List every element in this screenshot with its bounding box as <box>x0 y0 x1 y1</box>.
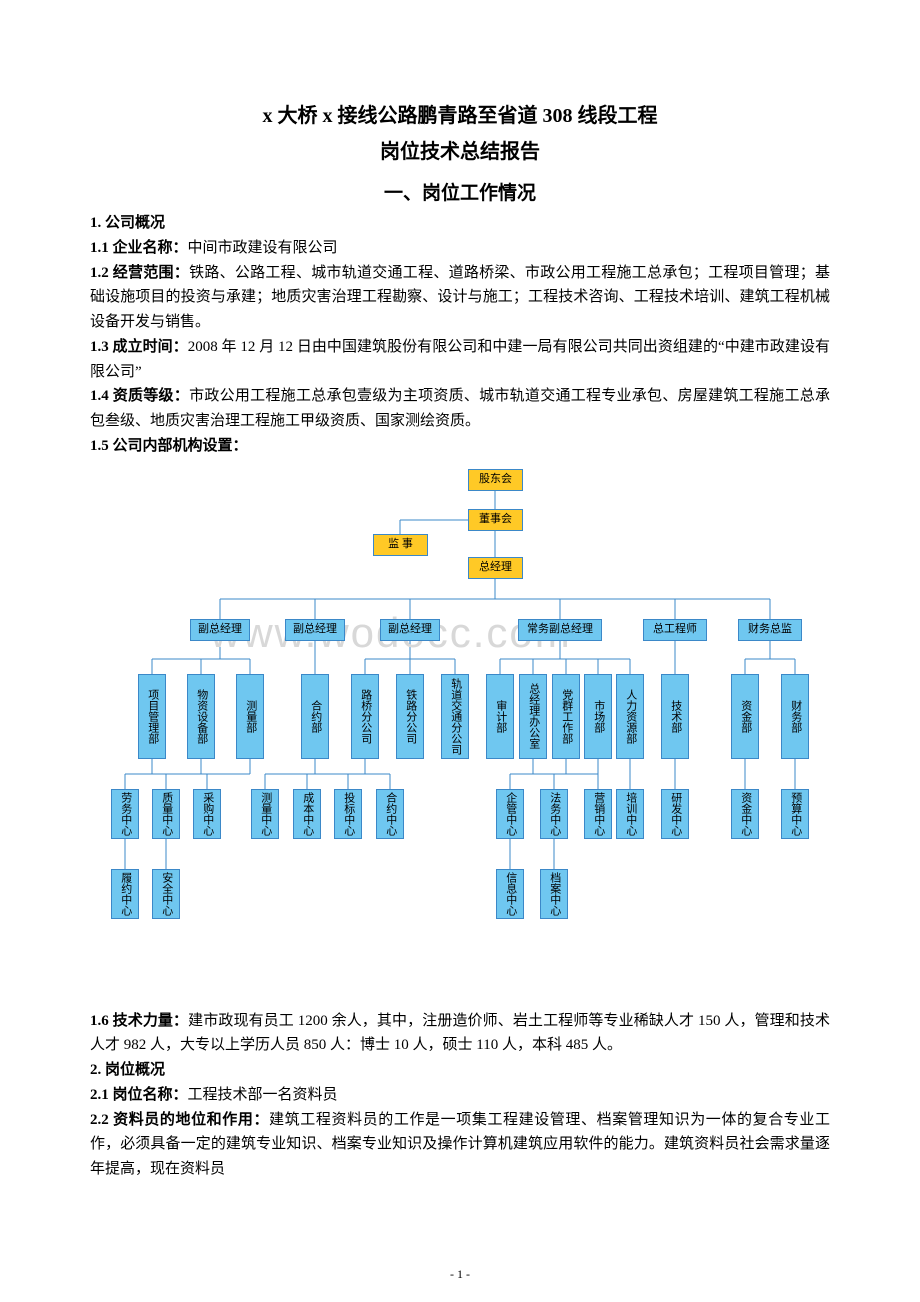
text-2-1: 工程技术部一名资料员 <box>188 1087 338 1103</box>
row4-node: 质量中心 <box>152 789 180 839</box>
para-2-2: 2.2 资料员的地位和作用：建筑工程资料员的工作是一项集工程建设管理、档案管理知… <box>90 1108 830 1182</box>
row4-node: 培训中心 <box>616 789 644 839</box>
row3-node: 路桥分公司 <box>351 674 379 759</box>
row3-node: 项目管理部 <box>138 674 166 759</box>
text-1-4: 市政公用工程施工总承包壹级为主项资质、城市轨道交通工程专业承包、房屋建筑工程施工… <box>90 388 830 429</box>
label-2-1: 2.1 岗位名称： <box>90 1087 188 1103</box>
label-1-5: 1.5 公司内部机构设置： <box>90 438 248 454</box>
row3-node: 人力资源部 <box>616 674 644 759</box>
label-1-2: 1.2 经营范围： <box>90 265 189 281</box>
label-1-1: 1.1 企业名称： <box>90 240 188 256</box>
row4-node: 成本中心 <box>293 789 321 839</box>
row2-node: 副总经理 <box>380 619 440 641</box>
row3-node: 技术部 <box>661 674 689 759</box>
row4-node: 营销中心 <box>584 789 612 839</box>
label-1-3: 1.3 成立时间： <box>90 339 188 355</box>
row4-node: 企管中心 <box>496 789 524 839</box>
para-1-5: 1.5 公司内部机构设置： <box>90 434 830 459</box>
row2-node: 副总经理 <box>190 619 250 641</box>
heading-1: 1. 公司概况 <box>90 211 830 236</box>
node-supervisor: 监 事 <box>373 534 428 556</box>
row4-node: 资金中心 <box>731 789 759 839</box>
row2-node: 总工程师 <box>643 619 707 641</box>
para-1-1: 1.1 企业名称：中间市政建设有限公司 <box>90 236 830 261</box>
node-board: 董事会 <box>468 509 523 531</box>
text-1-6: 建市政现有员工 1200 余人，其中，注册造价师、岩土工程师等专业稀缺人才 15… <box>90 1013 830 1054</box>
row5-node: 安全中心 <box>152 869 180 919</box>
para-1-3: 1.3 成立时间：2008 年 12 月 12 日由中国建筑股份有限公司和中建一… <box>90 335 830 385</box>
label-1-4: 1.4 资质等级： <box>90 388 189 404</box>
row4-node: 测量中心 <box>251 789 279 839</box>
label-1: 1. 公司概况 <box>90 215 165 231</box>
row3-node: 物资设备部 <box>187 674 215 759</box>
row3-node: 铁路分公司 <box>396 674 424 759</box>
org-chart: www.wodocc.com <box>90 469 830 949</box>
para-1-4: 1.4 资质等级：市政公用工程施工总承包壹级为主项资质、城市轨道交通工程专业承包… <box>90 384 830 434</box>
node-gm: 总经理 <box>468 557 523 579</box>
row2-node: 财务总监 <box>738 619 802 641</box>
text-1-3: 2008 年 12 月 12 日由中国建筑股份有限公司和中建一局有限公司共同出资… <box>90 339 830 380</box>
doc-title-2: 岗位技术总结报告 <box>90 136 830 168</box>
row3-node: 总经理办公室 <box>519 674 547 759</box>
row4-node: 合约中心 <box>376 789 404 839</box>
para-2-1: 2.1 岗位名称：工程技术部一名资料员 <box>90 1083 830 1108</box>
heading-2: 2. 岗位概况 <box>90 1058 830 1083</box>
row3-node: 测量部 <box>236 674 264 759</box>
row5-node: 档案中心 <box>540 869 568 919</box>
row3-node: 财务部 <box>781 674 809 759</box>
row4-node: 投标中心 <box>334 789 362 839</box>
text-1-1: 中间市政建设有限公司 <box>188 240 338 256</box>
node-shareholders: 股东会 <box>468 469 523 491</box>
row3-node: 资金部 <box>731 674 759 759</box>
text-1-2: 铁路、公路工程、城市轨道交通工程、道路桥梁、市政公用工程施工总承包；工程项目管理… <box>90 265 830 331</box>
row4-node: 法务中心 <box>540 789 568 839</box>
row4-node: 预算中心 <box>781 789 809 839</box>
para-1-2: 1.2 经营范围：铁路、公路工程、城市轨道交通工程、道路桥梁、市政公用工程施工总… <box>90 261 830 335</box>
row3-node: 党群工作部 <box>552 674 580 759</box>
row4-node: 研发中心 <box>661 789 689 839</box>
row5-node: 信息中心 <box>496 869 524 919</box>
page-number: - 1 - <box>0 1267 920 1282</box>
row5-node: 履约中心 <box>111 869 139 919</box>
section-heading-1: 一、岗位工作情况 <box>90 178 830 205</box>
row3-node: 轨道交通分公司 <box>441 674 469 759</box>
row3-node: 市场部 <box>584 674 612 759</box>
label-1-6: 1.6 技术力量： <box>90 1013 188 1029</box>
row4-node: 采购中心 <box>193 789 221 839</box>
row3-node: 审计部 <box>486 674 514 759</box>
row3-node: 合约部 <box>301 674 329 759</box>
label-2: 2. 岗位概况 <box>90 1062 165 1078</box>
row2-node: 常务副总经理 <box>518 619 602 641</box>
doc-title-1: x 大桥 x 接线公路鹏青路至省道 308 线段工程 <box>90 100 830 132</box>
row2-node: 副总经理 <box>285 619 345 641</box>
label-2-2: 2.2 资料员的地位和作用： <box>90 1112 269 1128</box>
para-1-6: 1.6 技术力量：建市政现有员工 1200 余人，其中，注册造价师、岩土工程师等… <box>90 1009 830 1059</box>
row4-node: 劳务中心 <box>111 789 139 839</box>
